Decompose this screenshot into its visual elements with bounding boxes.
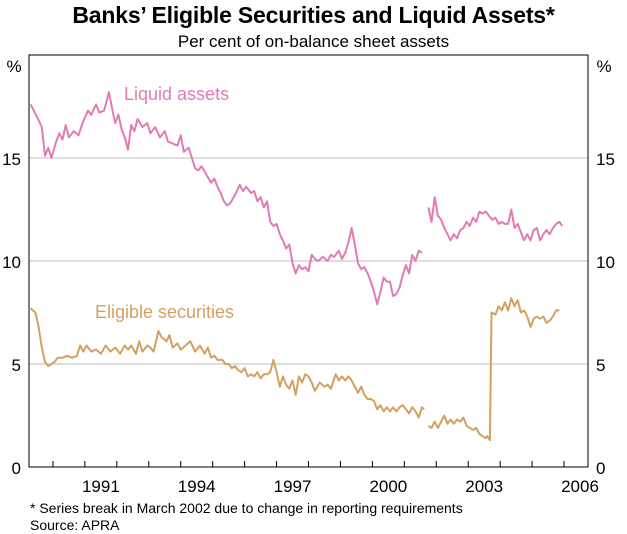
y-tick-label-right: 5 bbox=[596, 356, 605, 375]
x-tick-label: 2000 bbox=[369, 477, 407, 496]
y-tick-label-left: 5 bbox=[12, 356, 21, 375]
axes: 0 0 5 5 10 10 15 15 1991 1994 1997 2000 2003 2006 bbox=[2, 150, 615, 496]
y-tick-label-right: 15 bbox=[596, 150, 615, 169]
y-tick-label-left: 15 bbox=[2, 150, 21, 169]
eligible-securities-label: Eligible securities bbox=[95, 302, 234, 322]
liquid-assets-line-segment-2 bbox=[427, 196, 564, 242]
y-tick-label-right: 10 bbox=[596, 253, 615, 272]
y-tick-label-left: 10 bbox=[2, 253, 21, 272]
x-tick-label: 1994 bbox=[178, 477, 216, 496]
x-tick-label: 2003 bbox=[465, 477, 503, 496]
y-axis-unit-left: % bbox=[6, 57, 21, 76]
y-tick-label-right: 0 bbox=[596, 459, 605, 478]
x-tick-label: 2006 bbox=[561, 477, 599, 496]
source-note: Source: APRA bbox=[30, 517, 120, 533]
chart-subtitle: Per cent of on-balance sheet assets bbox=[177, 32, 450, 51]
x-tick-label: 1991 bbox=[82, 477, 120, 496]
chart-title: Banks’ Eligible Securities and Liquid As… bbox=[72, 2, 555, 28]
series-group bbox=[29, 91, 564, 442]
eligible-securities-line-segment-1 bbox=[29, 307, 425, 419]
x-tick-label: 1997 bbox=[274, 477, 312, 496]
liquid-assets-label: Liquid assets bbox=[124, 84, 229, 104]
y-axis-unit-right: % bbox=[596, 57, 611, 76]
footnote-series-break: * Series break in March 2002 due to chan… bbox=[30, 500, 463, 516]
y-tick-label-left: 0 bbox=[12, 459, 21, 478]
liquid-assets-line-segment-1 bbox=[29, 91, 423, 306]
eligible-securities-line-segment-2 bbox=[427, 297, 560, 442]
gridlines bbox=[29, 157, 588, 365]
